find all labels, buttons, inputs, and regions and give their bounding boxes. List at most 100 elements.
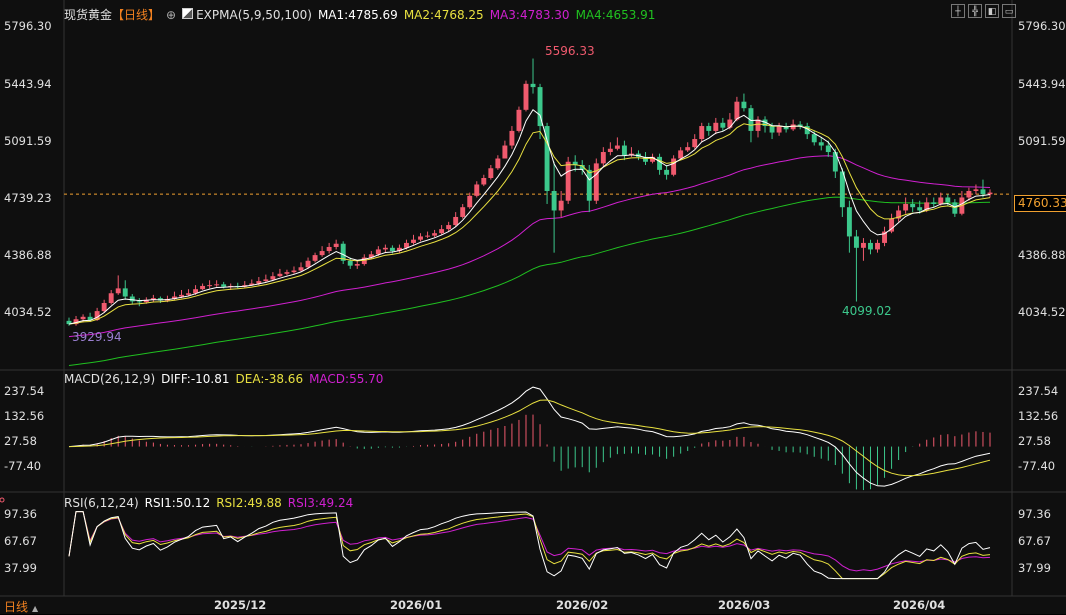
candle-body — [94, 311, 100, 321]
ma3-value: MA3:4783.30 — [489, 8, 570, 22]
candle-body — [621, 145, 627, 156]
candle-body — [804, 126, 810, 135]
pane-marker — [0, 497, 5, 503]
x-tick-label: 2026/02 — [556, 598, 609, 612]
candle-body — [931, 202, 937, 204]
candle-body — [987, 192, 993, 195]
candle-body — [375, 249, 381, 255]
candle-body — [481, 177, 487, 185]
candle-body — [80, 316, 86, 320]
candle-body — [439, 229, 445, 234]
candle-body — [474, 184, 480, 196]
period-tag[interactable]: 【日线】 — [112, 8, 161, 22]
candle-body — [783, 126, 789, 130]
candle-body — [748, 108, 754, 131]
candle-body — [917, 207, 923, 211]
candle-body — [713, 122, 719, 131]
candle-body — [664, 169, 670, 175]
candle-body — [136, 301, 142, 303]
candle-body — [797, 124, 803, 127]
candle-body — [755, 119, 761, 131]
candle-body — [115, 288, 121, 294]
start-low-annotation: 3929.94 — [72, 330, 122, 344]
add-icon[interactable]: ⊕ — [166, 8, 177, 22]
rsi3-value: RSI3:49.24 — [287, 496, 354, 510]
candle-body — [87, 316, 93, 321]
macd-diff-line — [68, 386, 991, 487]
period-selector[interactable]: 日线 ▲ — [4, 598, 38, 615]
candle-body — [389, 247, 395, 252]
candle-body — [903, 203, 909, 211]
crosshair-icon[interactable]: ┼ — [951, 4, 965, 18]
candle-body — [340, 243, 346, 261]
candle-body — [333, 243, 339, 247]
candle-body — [108, 293, 114, 303]
x-tick-label: 2026/01 — [390, 598, 443, 612]
candle-body — [446, 225, 452, 230]
candle-body — [678, 150, 684, 159]
candle-body — [249, 283, 255, 286]
candle-body — [572, 161, 578, 166]
candle-body — [811, 134, 817, 143]
candle-body — [579, 165, 585, 170]
macd-y-tick-left: 237.54 — [4, 384, 45, 398]
maximize-icon[interactable]: ▭ — [1002, 4, 1016, 18]
macd-diff: DIFF:-10.81 — [161, 372, 230, 386]
candle-body — [551, 190, 557, 211]
low-annotation: 4099.02 — [842, 304, 892, 318]
expma-ma4-line — [68, 196, 991, 366]
ma1-value: MA1:4785.69 — [317, 8, 398, 22]
candle-body — [530, 83, 536, 88]
rsi-y-tick-left: 37.99 — [4, 561, 37, 575]
candle-body — [361, 257, 367, 265]
candle-body — [284, 272, 290, 274]
y-tick-right: 5443.94 — [1018, 77, 1066, 91]
rsi1-value: RSI1:50.12 — [144, 496, 211, 510]
candle-body — [853, 236, 859, 248]
y-tick-left: 4034.52 — [4, 305, 52, 319]
layout-icon[interactable]: ◧ — [985, 4, 999, 18]
y-tick-right: 5796.30 — [1018, 19, 1066, 33]
candle-body — [832, 152, 838, 172]
candle-body — [924, 202, 930, 211]
candle-body — [692, 139, 698, 148]
high-annotation: 5596.33 — [545, 44, 595, 58]
candle-body — [938, 197, 944, 204]
rsi-y-tick-right: 67.67 — [1018, 534, 1051, 548]
candle-body — [600, 152, 606, 164]
candle-body — [221, 284, 227, 287]
candle-body — [593, 163, 599, 201]
candle-body — [818, 142, 824, 146]
candle-body — [952, 202, 958, 214]
x-tick-label: 2026/04 — [893, 598, 946, 612]
candle-body — [762, 119, 768, 127]
candle-body — [207, 285, 213, 287]
candle-body — [502, 145, 508, 159]
candle-body — [186, 293, 191, 295]
candle-body — [973, 189, 979, 191]
candle-body — [720, 122, 726, 128]
split-icon[interactable]: ╬ — [968, 4, 982, 18]
candle-body — [256, 281, 262, 284]
candle-body — [467, 195, 473, 208]
y-tick-right: 4386.88 — [1018, 248, 1066, 262]
candle-body — [193, 289, 199, 294]
candle-body — [650, 156, 655, 162]
candle-body — [516, 109, 522, 131]
candle-body — [523, 83, 529, 110]
rsi2-value: RSI2:49.88 — [216, 496, 282, 510]
y-tick-left: 5443.94 — [4, 77, 52, 91]
candle-body — [882, 231, 888, 243]
candle-body — [860, 242, 866, 248]
candle-body — [509, 130, 515, 146]
candle-body — [875, 242, 880, 250]
expma-icon[interactable] — [182, 8, 194, 19]
macd-dea: DEA:-38.66 — [235, 372, 304, 386]
candle-body — [312, 255, 318, 261]
macd-name: MACD(26,12,9) — [64, 372, 156, 386]
candle-body — [488, 168, 494, 178]
rsi-header: RSI(6,12,24) RSI1:50.12 RSI2:49.88 RSI3:49.… — [64, 496, 359, 510]
candle-body — [706, 126, 712, 131]
